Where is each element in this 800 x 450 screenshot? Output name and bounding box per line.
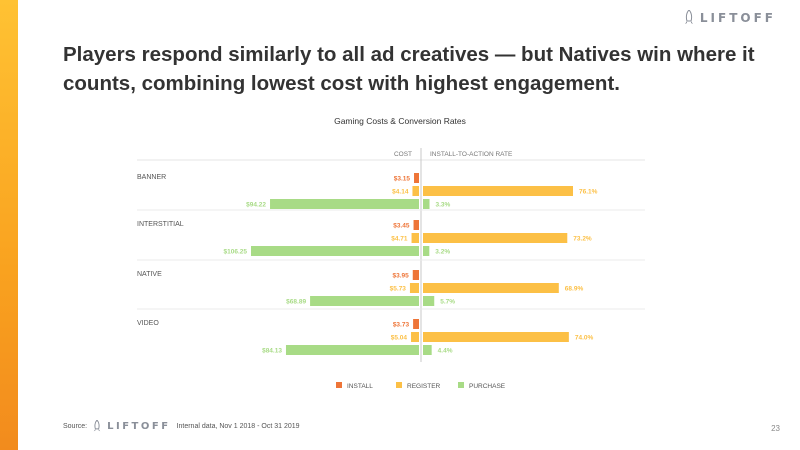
cost-bar-register-native bbox=[409, 283, 419, 293]
legend-swatch-install bbox=[336, 382, 342, 388]
cost-label-purchase-interstitial: $106.25 bbox=[224, 249, 248, 256]
footer-logo-text: LIFTOFF bbox=[107, 421, 171, 432]
category-label-interstitial: INTERSTITIAL bbox=[137, 221, 184, 228]
cost-label-register-interstitial: $4.71 bbox=[391, 236, 408, 243]
cost-label-install-video: $3.73 bbox=[393, 322, 410, 329]
rate-label-purchase-banner: 3.3% bbox=[436, 202, 451, 209]
accent-bar bbox=[0, 0, 18, 450]
legend-label-purchase: PURCHASE bbox=[469, 383, 506, 390]
legend-swatch-purchase bbox=[458, 382, 464, 388]
rate-label-register-interstitial: 73.2% bbox=[573, 236, 592, 243]
legend-label-install: INSTALL bbox=[347, 383, 373, 390]
rate-bar-purchase-native bbox=[423, 296, 435, 306]
rate-bar-register-native bbox=[423, 283, 559, 293]
page-title: Players respond similarly to all ad crea… bbox=[63, 43, 755, 95]
rate-header: INSTALL-TO-ACTION RATE bbox=[430, 151, 513, 158]
logo-text: LIFTOFF bbox=[699, 11, 776, 25]
rate-bar-register-interstitial bbox=[423, 233, 568, 243]
rate-bar-purchase-banner bbox=[423, 199, 430, 209]
legend-label-register: REGISTER bbox=[407, 383, 441, 390]
cost-bar-install-banner bbox=[414, 173, 419, 183]
footer: Source: LIFTOFF Internal data, Nov 1 201… bbox=[63, 420, 300, 433]
cost-bar-register-video bbox=[411, 332, 419, 342]
category-label-banner: BANNER bbox=[137, 174, 166, 181]
chart-title: Gaming Costs & Conversion Rates bbox=[334, 116, 466, 126]
cost-header: COST bbox=[394, 151, 412, 158]
cost-bar-purchase-interstitial bbox=[251, 246, 419, 256]
rate-bar-register-video bbox=[423, 332, 569, 342]
rate-label-purchase-native: 5.7% bbox=[440, 299, 455, 306]
rate-bar-register-banner bbox=[423, 186, 573, 196]
source-label: Source: bbox=[63, 423, 88, 430]
rate-bar-purchase-interstitial bbox=[423, 246, 430, 256]
cost-label-register-banner: $4.14 bbox=[392, 189, 409, 196]
category-label-video: VIDEO bbox=[137, 320, 159, 327]
rate-bar-purchase-video bbox=[423, 345, 432, 355]
category-label-native: NATIVE bbox=[137, 271, 162, 278]
cost-bar-install-interstitial bbox=[413, 220, 419, 230]
cost-label-install-native: $3.95 bbox=[392, 273, 409, 280]
page-number: 23 bbox=[771, 424, 780, 433]
cost-bar-install-native bbox=[412, 270, 419, 280]
rate-label-register-banner: 76.1% bbox=[579, 189, 598, 196]
source-note: Internal data, Nov 1 2018 - Oct 31 2019 bbox=[176, 423, 300, 430]
cost-label-purchase-banner: $94.22 bbox=[246, 202, 266, 209]
cost-bar-purchase-banner bbox=[270, 199, 419, 209]
rate-label-purchase-interstitial: 3.2% bbox=[435, 249, 450, 256]
cost-bar-purchase-video bbox=[285, 345, 419, 355]
rate-label-register-native: 68.9% bbox=[565, 286, 584, 293]
cost-label-register-native: $5.73 bbox=[390, 286, 407, 293]
cost-bar-purchase-native bbox=[310, 296, 419, 306]
footer-rocket-icon bbox=[93, 420, 101, 432]
rate-label-register-video: 74.0% bbox=[575, 335, 594, 342]
cost-label-purchase-video: $84.13 bbox=[262, 348, 282, 355]
cost-bar-install-video bbox=[413, 319, 419, 329]
cost-bar-register-banner bbox=[412, 186, 419, 196]
rocket-icon bbox=[684, 10, 693, 24]
cost-bar-register-interstitial bbox=[411, 233, 419, 243]
cost-label-purchase-native: $68.89 bbox=[286, 299, 306, 306]
cost-label-install-banner: $3.15 bbox=[394, 176, 411, 183]
brand-logo: LIFTOFF bbox=[684, 10, 776, 26]
cost-label-register-video: $5.04 bbox=[391, 335, 408, 342]
rate-label-purchase-video: 4.4% bbox=[438, 348, 453, 355]
cost-label-install-interstitial: $3.45 bbox=[393, 223, 410, 230]
legend-swatch-register bbox=[396, 382, 402, 388]
